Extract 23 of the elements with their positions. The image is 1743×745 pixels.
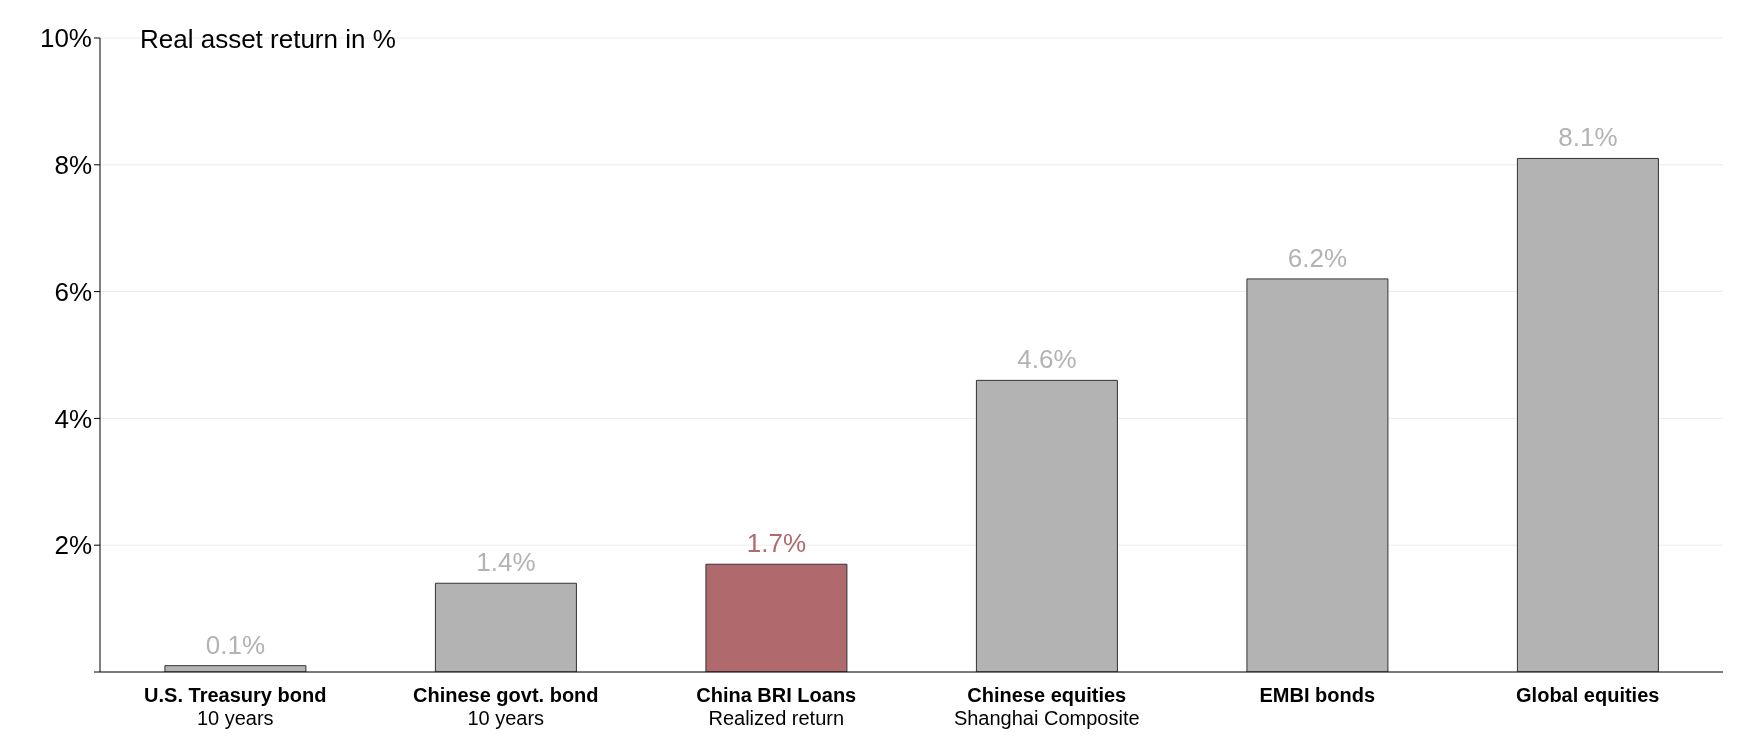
data-label: 6.2% (1287, 242, 1348, 273)
data-label: 4.6% (1017, 344, 1077, 375)
bar (975, 379, 1118, 672)
data-label: 8.1% (1558, 122, 1618, 153)
bar (434, 582, 577, 672)
y-axis-title: Real asset return in % (140, 24, 396, 54)
y-tick-label: 2% (54, 530, 92, 561)
bar (705, 563, 848, 672)
data-label: 1.7% (746, 528, 807, 559)
y-tick-label: 8% (54, 150, 92, 181)
data-label: 0.1% (205, 629, 266, 660)
x-tick-label: U.S. Treasury bond 10 years (144, 684, 327, 729)
bar (1246, 278, 1389, 672)
x-tick-label: Chinese equities Shanghai Composite (953, 684, 1140, 729)
y-tick-label: 4% (54, 403, 92, 434)
x-tick-label: Chinese govt. bond 10 years (412, 684, 599, 729)
y-tick-label: 6% (54, 276, 92, 307)
x-tick-label: China BRI Loans Realized return (696, 684, 857, 729)
x-tick-label: Global equities (1516, 684, 1660, 706)
data-label: 1.4% (476, 547, 536, 578)
bar (1516, 157, 1659, 672)
y-tick-label: 10% (39, 23, 92, 54)
x-tick-label: EMBI bonds (1259, 684, 1376, 706)
